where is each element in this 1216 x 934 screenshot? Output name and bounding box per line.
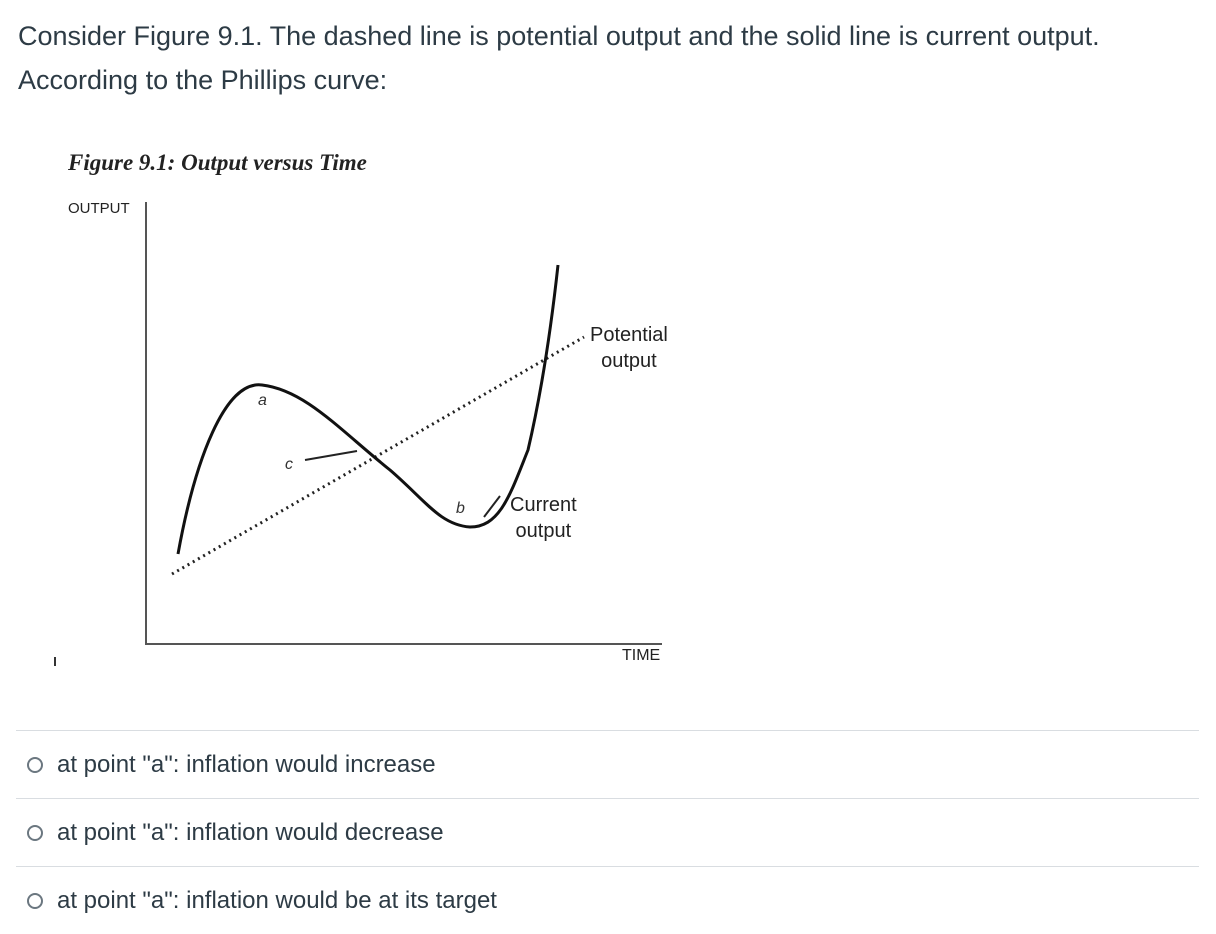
- figure-drawing: [145, 202, 662, 645]
- potential-output-label-line-1: Potential: [590, 324, 668, 346]
- question-text: Consider Figure 9.1. The dashed line is …: [18, 14, 1198, 102]
- current-output-label: Current output: [510, 492, 577, 544]
- answer-options: at point "a": inflation would increase a…: [16, 730, 1199, 934]
- current-output-label-line-1: Current: [510, 494, 577, 516]
- answer-option-label: at point "a": inflation would increase: [57, 750, 436, 778]
- figure-output-vs-time: Figure 9.1: Output versus Time OUTPUT TI…: [0, 140, 720, 680]
- radio-button[interactable]: [27, 892, 43, 909]
- answer-option[interactable]: at point "a": inflation would increase: [16, 730, 1199, 798]
- potential-output-label-line-2: output: [601, 350, 657, 372]
- stray-mark: [54, 657, 56, 666]
- current-output-label-line-2: output: [515, 520, 572, 542]
- point-c-label: c: [285, 456, 293, 473]
- point-b-label: b: [456, 500, 465, 517]
- answer-option[interactable]: at point "a": inflation would decrease: [16, 798, 1199, 866]
- current-output-pointer: [483, 495, 501, 518]
- radio-button[interactable]: [27, 824, 43, 841]
- radio-button[interactable]: [27, 756, 43, 773]
- figure-title: Figure 9.1: Output versus Time: [68, 150, 367, 175]
- answer-option-label: at point "a": inflation would be at its …: [57, 886, 497, 914]
- answer-option[interactable]: at point "a": inflation would be at its …: [16, 866, 1199, 934]
- answer-option-label: at point "a": inflation would decrease: [57, 818, 444, 846]
- point-a-label: a: [258, 392, 267, 409]
- x-axis-label: TIME: [622, 647, 661, 664]
- question-line-2: According to the Phillips curve:: [18, 65, 388, 95]
- potential-output-label: Potential output: [590, 322, 668, 374]
- potential-output-line: [171, 335, 585, 576]
- question-line-1: Consider Figure 9.1. The dashed line is …: [18, 21, 1100, 51]
- point-c-pointer: [304, 450, 358, 461]
- current-output-curve: [176, 264, 560, 555]
- y-axis-label: OUTPUT: [68, 200, 130, 217]
